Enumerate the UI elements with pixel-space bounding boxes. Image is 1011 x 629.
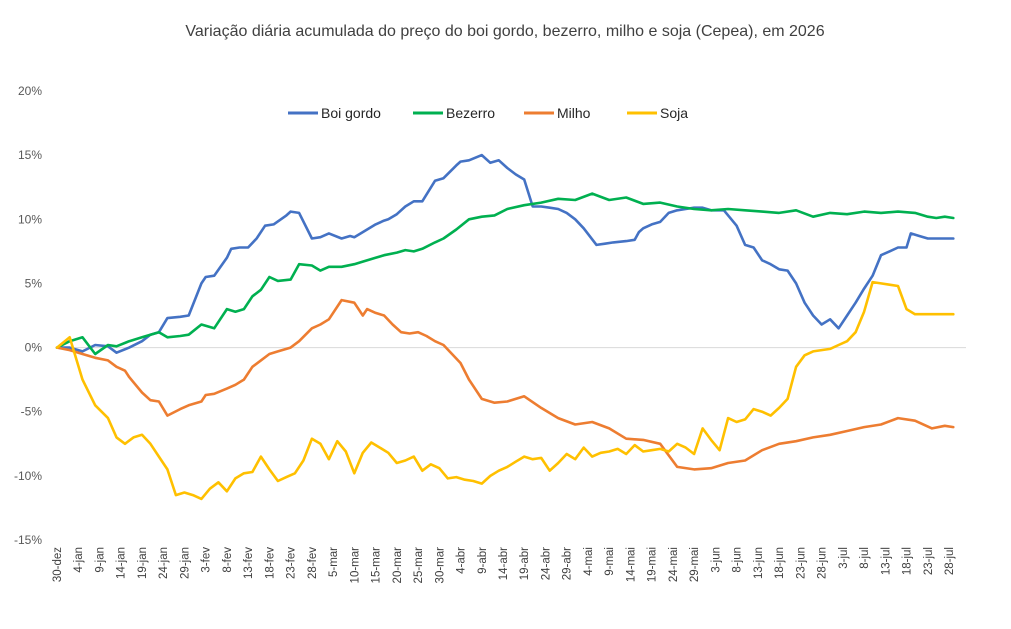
chart-title: Variação diária acumulada do preço do bo… xyxy=(185,23,824,40)
x-tick-label: 8-jul xyxy=(859,547,871,569)
x-tick-label: 9-mai xyxy=(604,547,616,576)
x-tick-label: 15-mar xyxy=(371,547,383,584)
x-tick-label: 23-jul xyxy=(923,547,935,575)
legend-label: Bezerro xyxy=(446,105,495,121)
x-tick-label: 4-abr xyxy=(456,547,468,574)
x-tick-label: 24-abr xyxy=(540,547,552,580)
y-tick-label: -5% xyxy=(21,405,43,419)
legend-label: Boi gordo xyxy=(321,105,381,121)
x-tick-label: 18-fev xyxy=(264,547,276,579)
x-tick-label: 28-jun xyxy=(817,547,829,579)
x-tick-label: 14-mai xyxy=(625,547,637,582)
x-tick-label: 3-fev xyxy=(201,547,213,573)
x-tick-label: 30-mar xyxy=(434,547,446,584)
x-tick-label: 18-jul xyxy=(902,547,914,575)
x-tick-label: 3-jun xyxy=(710,547,722,573)
x-tick-label: 3-jul xyxy=(838,547,850,569)
x-tick-label: 24-jan xyxy=(158,547,170,579)
x-tick-label: 28-fev xyxy=(307,547,319,579)
x-tick-label: 28-jul xyxy=(944,547,956,575)
x-tick-label: 25-mar xyxy=(413,547,425,584)
x-tick-label: 29-mai xyxy=(689,547,701,582)
y-tick-label: 5% xyxy=(25,276,43,290)
x-tick-label: 23-jun xyxy=(795,547,807,579)
x-tick-label: 4-mai xyxy=(583,547,595,576)
x-tick-label: 9-abr xyxy=(477,547,489,574)
series-line-bezerro xyxy=(55,192,955,356)
legend-label: Milho xyxy=(557,105,591,121)
x-tick-label: 13-fev xyxy=(243,547,255,579)
x-tick-label: 5-mar xyxy=(328,547,340,577)
x-tick-label: 14-abr xyxy=(498,547,510,580)
y-tick-label: -15% xyxy=(14,533,42,547)
y-tick-label: 10% xyxy=(18,212,42,226)
x-tick-label: 8-jun xyxy=(732,547,744,573)
x-tick-label: 8-fev xyxy=(222,547,234,573)
x-tick-label: 18-jun xyxy=(774,547,786,579)
x-tick-label: 20-mar xyxy=(392,547,404,584)
x-tick-label: 9-jan xyxy=(94,547,106,573)
x-tick-label: 13-jun xyxy=(753,547,765,579)
series-line-boi-gordo xyxy=(55,153,955,355)
y-tick-label: 15% xyxy=(18,148,42,162)
x-tick-label: 30-dez xyxy=(52,547,64,582)
x-tick-label: 19-abr xyxy=(519,547,531,580)
x-axis-ticks: 30-dez 4-jan 9-jan 14-jan 19-jan 24-jan 29-jan… xyxy=(52,547,956,584)
series-line-soja xyxy=(55,280,955,501)
series-lines xyxy=(55,153,955,501)
y-tick-label: 20% xyxy=(18,84,42,98)
x-tick-label: 24-mai xyxy=(668,547,680,582)
x-tick-label: 29-abr xyxy=(562,547,574,580)
x-tick-label: 29-jan xyxy=(179,547,191,579)
x-tick-label: 4-jan xyxy=(73,547,85,573)
legend: Boi gordo Bezerro Milho Soja xyxy=(288,105,688,121)
x-tick-label: 19-jan xyxy=(137,547,149,579)
series-line-milho xyxy=(55,298,955,471)
y-tick-label: -10% xyxy=(14,469,42,483)
legend-label: Soja xyxy=(660,105,688,121)
y-axis-ticks: 20% 15% 10% 5% 0% -5% -10% -15% xyxy=(14,84,42,547)
x-tick-label: 10-mar xyxy=(349,547,361,584)
x-tick-label: 19-mai xyxy=(647,547,659,582)
x-tick-label: 14-jan xyxy=(116,547,128,579)
x-tick-label: 13-jul xyxy=(880,547,892,575)
x-tick-label: 23-fev xyxy=(286,547,298,579)
y-tick-label: 0% xyxy=(25,341,43,355)
